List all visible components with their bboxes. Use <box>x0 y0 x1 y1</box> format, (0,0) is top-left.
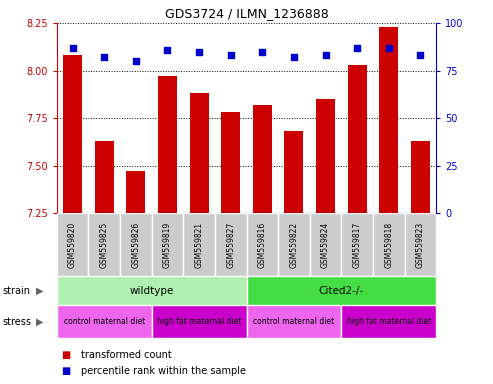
Text: strain: strain <box>2 286 31 296</box>
Bar <box>221 113 240 213</box>
Bar <box>411 141 430 213</box>
Bar <box>348 65 367 213</box>
Text: GSM559818: GSM559818 <box>385 222 393 268</box>
Text: GSM559825: GSM559825 <box>100 222 108 268</box>
Bar <box>310 213 341 276</box>
Bar <box>57 305 152 338</box>
Text: GSM559816: GSM559816 <box>258 222 267 268</box>
Bar <box>152 213 183 276</box>
Text: stress: stress <box>2 316 32 327</box>
Point <box>195 48 203 55</box>
Bar <box>341 213 373 276</box>
Point <box>100 54 108 60</box>
Point <box>290 54 298 60</box>
Text: GSM559820: GSM559820 <box>68 222 77 268</box>
Point <box>321 52 329 58</box>
Point <box>164 46 172 53</box>
Text: GSM559823: GSM559823 <box>416 222 425 268</box>
Bar <box>215 213 246 276</box>
Bar <box>373 213 405 276</box>
Point <box>385 45 393 51</box>
Bar <box>246 213 278 276</box>
Bar <box>284 131 304 213</box>
Text: GSM559826: GSM559826 <box>131 222 141 268</box>
Bar <box>405 213 436 276</box>
Bar <box>278 213 310 276</box>
Text: GSM559817: GSM559817 <box>352 222 362 268</box>
Text: transformed count: transformed count <box>81 350 172 360</box>
Bar <box>158 76 177 213</box>
Text: ■: ■ <box>62 350 71 360</box>
Text: high fat maternal diet: high fat maternal diet <box>347 317 431 326</box>
Point <box>258 48 266 55</box>
Title: GDS3724 / ILMN_1236888: GDS3724 / ILMN_1236888 <box>165 7 328 20</box>
Text: GSM559821: GSM559821 <box>195 222 204 268</box>
Text: wildtype: wildtype <box>129 286 174 296</box>
Text: GSM559824: GSM559824 <box>321 222 330 268</box>
Bar <box>95 141 113 213</box>
Text: ▶: ▶ <box>36 316 43 327</box>
Bar <box>253 105 272 213</box>
Bar <box>88 213 120 276</box>
Text: Cited2-/-: Cited2-/- <box>319 286 364 296</box>
Point <box>132 58 140 64</box>
Bar <box>120 213 152 276</box>
Point <box>417 52 424 58</box>
Text: GSM559827: GSM559827 <box>226 222 235 268</box>
Text: ■: ■ <box>62 366 71 376</box>
Bar <box>316 99 335 213</box>
Point <box>69 45 76 51</box>
Bar <box>246 305 341 338</box>
Text: control maternal diet: control maternal diet <box>64 317 145 326</box>
Bar <box>189 93 209 213</box>
Bar <box>183 213 215 276</box>
Point <box>227 52 235 58</box>
Text: ▶: ▶ <box>36 286 43 296</box>
Bar <box>57 213 88 276</box>
Text: control maternal diet: control maternal diet <box>253 317 335 326</box>
Bar <box>246 276 436 305</box>
Bar <box>63 55 82 213</box>
Text: GSM559822: GSM559822 <box>289 222 298 268</box>
Bar <box>152 305 246 338</box>
Text: percentile rank within the sample: percentile rank within the sample <box>81 366 246 376</box>
Point <box>353 45 361 51</box>
Bar <box>380 27 398 213</box>
Text: high fat maternal diet: high fat maternal diet <box>157 317 241 326</box>
Text: GSM559819: GSM559819 <box>163 222 172 268</box>
Bar <box>57 276 246 305</box>
Bar <box>341 305 436 338</box>
Bar <box>126 171 145 213</box>
